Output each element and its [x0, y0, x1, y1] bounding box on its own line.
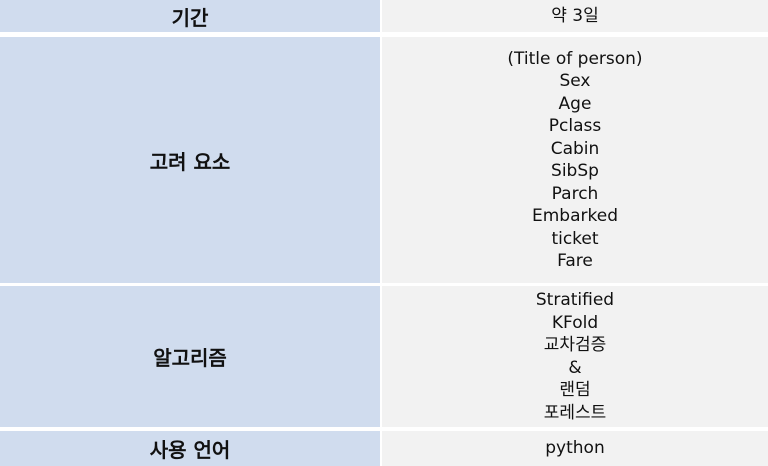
- value-line: (Title of person): [507, 48, 643, 69]
- value-line: Age: [558, 93, 592, 114]
- value-line: Sex: [559, 71, 591, 91]
- row-value: Stratified KFold 교차검증 & 랜덤 포레스트: [382, 286, 768, 427]
- row-value: 약 3일: [382, 0, 768, 32]
- value-line: Parch: [551, 183, 599, 204]
- row-label: 고려 요소: [0, 37, 380, 283]
- table-row-factors: 고려 요소 (Title of person) Sex Age Pclass C…: [0, 37, 768, 283]
- value-line: 교차검증: [543, 335, 607, 355]
- value-line: KFold: [551, 312, 599, 333]
- value-line: &: [568, 357, 582, 378]
- row-value: python: [382, 431, 768, 466]
- value-line: Fare: [557, 251, 593, 271]
- table-row-language: 사용 언어 python: [0, 431, 768, 466]
- value-line: Embarked: [532, 206, 618, 226]
- table-row-period: 기간 약 3일: [0, 0, 768, 32]
- row-label: 기간: [0, 0, 380, 32]
- value-line: SibSp: [551, 161, 599, 181]
- row-value: (Title of person) Sex Age Pclass Cabin S…: [382, 37, 768, 283]
- value-line: 포레스트: [543, 402, 607, 423]
- table-row-algorithm: 알고리즘 Stratified KFold 교차검증 & 랜덤 포레스트: [0, 286, 768, 427]
- row-label: 사용 언어: [0, 431, 380, 466]
- value-line: 랜덤: [559, 380, 591, 400]
- row-label: 알고리즘: [0, 286, 380, 427]
- value-line: 약 3일: [551, 5, 599, 26]
- value-line: ticket: [551, 228, 599, 249]
- value-line: Cabin: [550, 138, 600, 159]
- value-line: Pclass: [548, 116, 602, 136]
- value-line: Stratified: [535, 290, 615, 310]
- value-line: python: [545, 438, 605, 459]
